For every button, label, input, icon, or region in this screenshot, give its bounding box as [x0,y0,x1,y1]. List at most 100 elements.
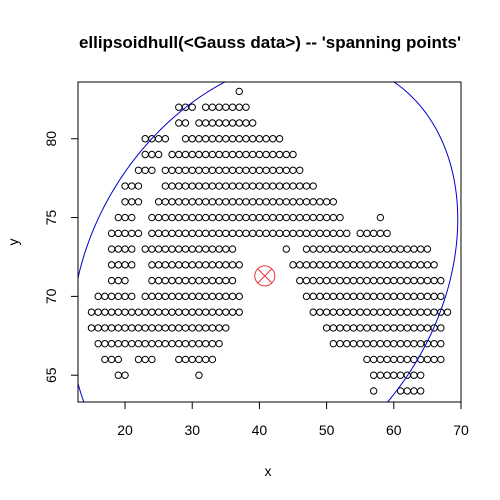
data-point [423,292,432,301]
data-point [322,261,331,269]
data-point [208,119,217,127]
data-point [201,198,210,206]
data-point [161,245,170,253]
data-point [356,261,364,269]
data-point [134,229,143,238]
data-point [228,198,237,206]
data-point [215,150,223,159]
data-point [289,182,297,190]
x-axis-label: x [265,463,272,479]
x-tick-label: 50 [319,422,335,438]
data-point [114,324,123,332]
data-point [390,355,398,364]
data-point [235,198,243,206]
data-point [154,245,163,253]
data-point [430,276,438,285]
data-point [154,213,163,222]
data-point [242,182,250,190]
data-point [242,119,250,127]
data-point [390,245,398,253]
data-point [222,213,230,222]
data-point [215,229,223,238]
data-point [255,150,264,159]
data-point [437,276,445,285]
data-point [383,292,391,301]
data-point [430,292,438,301]
data-point [255,213,264,222]
data-point [222,229,230,238]
data-point [316,213,324,222]
data-point [316,198,324,206]
data-point [121,182,129,190]
data-point [242,198,250,206]
data-point [255,135,264,143]
data-point [148,229,156,238]
data-point [356,339,364,348]
data-point [309,245,317,253]
data-point [255,229,264,238]
data-point [269,213,277,222]
data-point [188,292,196,301]
data-point [128,213,136,222]
data-point [343,261,351,269]
data-point [181,308,190,316]
data-point [329,324,338,332]
data-point [343,245,351,253]
data-point [222,166,230,174]
data-point [390,292,398,301]
data-point [134,182,143,190]
data-point [215,166,223,174]
data-point [416,308,425,316]
data-point [269,182,277,190]
data-point [403,276,411,285]
data-point [282,182,290,190]
data-point [363,276,371,285]
data-point [249,229,257,238]
data-point [101,355,109,364]
data-point [383,324,391,332]
data-point [376,213,385,222]
data-point [188,103,196,111]
data-point [175,355,183,364]
data-point [201,339,210,348]
data-point [369,261,378,269]
data-point [430,261,438,269]
data-point [383,308,391,316]
data-point [410,387,418,395]
data-point [148,355,156,364]
data-point [195,276,203,285]
data-point [134,355,143,364]
data-point [215,261,223,269]
data-point [349,245,358,253]
data-point [148,308,156,316]
data-point [201,213,210,222]
data-point [282,245,290,253]
data-point [215,245,223,253]
data-point [101,292,109,301]
data-point [296,261,304,269]
data-point [134,324,143,332]
data-point [201,355,210,364]
data-point [296,213,304,222]
data-point [201,229,210,238]
data-point [416,292,425,301]
data-point [275,213,284,222]
data-point [282,166,290,174]
data-point [410,371,418,379]
data-point [235,261,243,269]
data-point [430,308,438,316]
data-point [309,229,317,238]
data-point [369,229,378,238]
data-point [302,276,311,285]
data-point [134,198,143,206]
data-point [188,355,196,364]
data-point [255,182,264,190]
data-point [148,166,156,174]
data-point [302,198,311,206]
data-point [235,292,243,301]
data-point [390,371,398,379]
data-point [188,324,196,332]
data-point [188,308,196,316]
data-point [416,371,425,379]
data-point [430,339,438,348]
